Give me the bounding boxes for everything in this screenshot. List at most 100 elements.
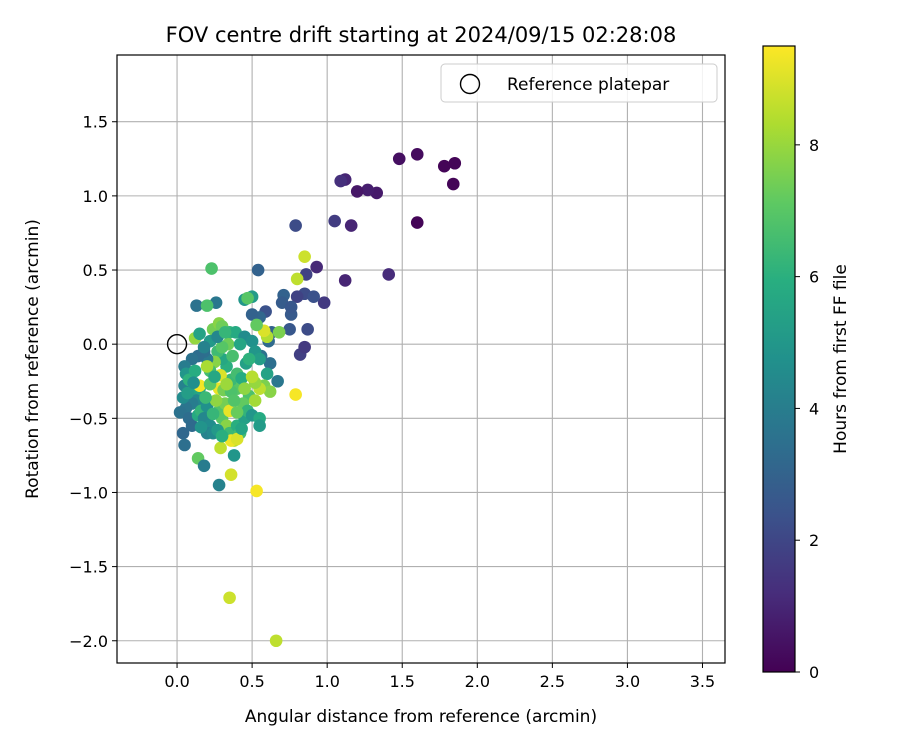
colorbar-tick-label: 2	[809, 531, 819, 550]
data-point	[218, 326, 232, 339]
colorbar-tick-label: 4	[809, 399, 819, 418]
y-axis-label: Rotation from reference (arcmin)	[23, 219, 43, 499]
data-point	[250, 484, 263, 498]
data-point	[289, 388, 302, 401]
data-point	[205, 262, 218, 275]
chart-title: FOV centre drift starting at 2024/09/15 …	[166, 23, 677, 47]
x-tick-label: 3.0	[615, 672, 640, 691]
data-point	[215, 340, 229, 354]
data-point	[269, 634, 283, 648]
data-point	[437, 159, 451, 173]
data-point	[245, 334, 259, 348]
data-point	[298, 340, 311, 354]
data-point	[194, 420, 208, 434]
data-point	[188, 364, 202, 378]
data-point	[263, 357, 277, 370]
data-point	[220, 377, 233, 391]
data-point	[200, 299, 214, 312]
legend: Reference platepar	[440, 63, 718, 103]
data-point	[230, 406, 244, 419]
x-tick-label: 2.0	[465, 672, 490, 691]
data-point	[224, 468, 238, 481]
data-point	[235, 371, 248, 385]
x-tick-label: 3.5	[690, 672, 715, 691]
data-point	[197, 459, 211, 473]
x-tick-label: 0.5	[239, 672, 264, 691]
data-point	[301, 323, 314, 336]
data-point	[253, 352, 266, 366]
x-tick-label: 2.5	[540, 672, 565, 691]
colorbar-tick-label: 6	[809, 268, 819, 287]
data-point	[290, 272, 304, 286]
data-point	[208, 370, 221, 384]
data-point	[241, 291, 254, 305]
colorbar-gradient	[762, 45, 796, 673]
data-point	[197, 340, 211, 354]
data-point	[361, 183, 375, 197]
data-point	[410, 148, 424, 161]
data-point	[242, 352, 256, 366]
data-point	[245, 370, 259, 384]
data-point	[206, 407, 220, 421]
data-point	[446, 177, 460, 191]
data-point	[334, 174, 347, 188]
x-tick-label: 0.0	[164, 672, 189, 691]
colorbar-tick-label: 8	[809, 136, 819, 155]
x-axis-label: Angular distance from reference (arcmin)	[245, 707, 597, 727]
reference-marker-layer	[166, 333, 188, 355]
y-tick-label: 0.5	[83, 261, 108, 280]
y-axis-ticks: −2.0 −1.5 −1.0 −0.5 0.0 0.5 1.0 1.5	[69, 113, 117, 651]
data-point	[200, 360, 214, 373]
data-point	[392, 152, 406, 166]
data-point	[298, 250, 311, 263]
data-point	[283, 323, 296, 336]
reference-platepar-marker	[166, 333, 188, 355]
x-axis-ticks: 0.0 0.5 1.0 1.5 2.0 2.5 3.0 3.5	[164, 663, 715, 691]
plot-frame	[116, 54, 726, 664]
y-tick-label: −1.5	[69, 558, 108, 577]
data-point	[187, 376, 200, 390]
data-point	[227, 449, 241, 462]
colorbar-label: Hours from first FF file	[831, 264, 851, 454]
data-point	[338, 274, 352, 287]
data-point	[245, 308, 259, 321]
data-point	[223, 591, 236, 605]
data-point	[251, 263, 265, 277]
data-point	[193, 327, 206, 341]
data-point	[230, 432, 244, 446]
legend-box	[440, 63, 718, 103]
data-point	[260, 367, 274, 381]
y-tick-label: −1.0	[69, 483, 108, 502]
data-point	[344, 219, 358, 232]
legend-reference-marker	[459, 73, 481, 95]
y-tick-label: −0.5	[69, 409, 108, 428]
colorbar: 0 2 4 6 8 Hours from first FF file	[762, 45, 851, 682]
data-point	[199, 391, 212, 404]
data-point	[238, 382, 251, 395]
x-tick-label: 1.0	[314, 672, 339, 691]
x-tick-label: 1.5	[390, 672, 415, 691]
data-point	[290, 290, 304, 304]
data-point	[310, 260, 323, 274]
data-point	[284, 300, 298, 314]
data-point	[227, 394, 241, 407]
data-point	[410, 216, 424, 229]
data-point	[317, 296, 331, 309]
data-point	[173, 406, 187, 419]
data-point	[350, 185, 364, 198]
data-point	[226, 349, 239, 363]
data-point	[178, 438, 191, 452]
data-point	[253, 419, 266, 433]
data-point	[248, 394, 262, 407]
data-point	[382, 268, 396, 281]
data-points	[173, 148, 462, 648]
data-point	[215, 429, 229, 443]
y-tick-label: 0.0	[83, 335, 108, 354]
data-point	[250, 318, 263, 332]
data-point	[209, 394, 223, 407]
data-point	[235, 422, 248, 435]
data-point	[181, 386, 194, 400]
data-point	[289, 219, 302, 232]
